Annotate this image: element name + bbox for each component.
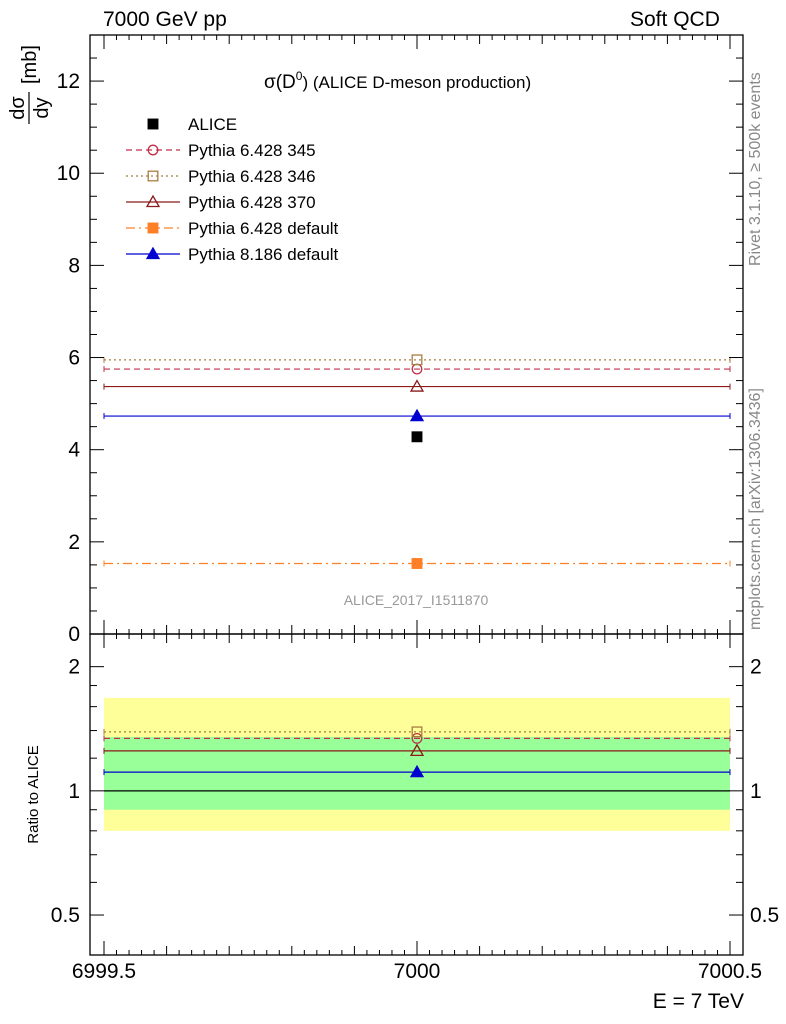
main-y-tick-label-2: 4 <box>68 439 80 462</box>
x-axis-label: E = 7 TeV <box>653 990 744 1013</box>
legend-marker-pythia-6-428-345 <box>147 144 159 156</box>
legend-label-pythia-6-428-default: Pythia 6.428 default <box>188 219 339 238</box>
main-y-tick-label-0: 0 <box>68 623 80 646</box>
ratio-y-tick-label-right-0: 0.5 <box>750 904 779 927</box>
ratio-point-pythia-8-186-default <box>409 764 425 778</box>
main-y-axis-label: dσ dy [mb] <box>7 45 53 124</box>
legend-label-pythia-6-428-370: Pythia 6.428 370 <box>188 193 316 212</box>
main-y-tick-label-1: 2 <box>68 531 80 554</box>
legend-label-pythia-8-186-default: Pythia 8.186 default <box>188 245 339 264</box>
legend-marker-pythia-6-428-346 <box>147 170 159 182</box>
chart-title-superscript: 0 <box>296 69 303 83</box>
main-plot-panel: 0 2 4 6 8 10 12 <box>57 34 744 646</box>
ratio-point-pythia-6-428-346 <box>411 726 423 738</box>
legend-label-pythia-6-428-345: Pythia 6.428 345 <box>188 141 316 160</box>
ratio-y-tick-label-right-2: 2 <box>750 656 762 679</box>
analysis-id-label: ALICE_2017_I1511870 <box>344 592 489 608</box>
main-point-pythia-8-186-default <box>409 408 425 422</box>
main-y-tick-label-4: 8 <box>68 254 80 277</box>
ratio-point-pythia-6-428-345 <box>411 732 423 744</box>
ratio-point-pythia-6-428-370 <box>409 743 425 757</box>
legend-marker-alice <box>147 118 159 130</box>
chart-title-rest: ) (ALICE D-meson production) <box>302 73 531 92</box>
chart-title-main: σ(D <box>264 72 296 93</box>
main-y-tick-label-6: 12 <box>57 70 80 93</box>
x-tick-label-1: 7000 <box>394 960 441 983</box>
main-point-pythia-6-428-default <box>411 558 423 569</box>
legend-marker-pythia-6-428-default <box>147 222 159 234</box>
main-point-pythia-6-428-370 <box>409 379 425 392</box>
x-tick-label-2: 7000.5 <box>698 960 762 983</box>
ratio-y-tick-label-right-1: 1 <box>750 780 762 803</box>
main-plot-background <box>90 35 743 634</box>
ratio-y-tick-label-left-0: 0.5 <box>51 904 80 927</box>
header-left-label: 7000 GeV pp <box>103 8 227 31</box>
main-y-tick-label-5: 10 <box>57 162 80 185</box>
header-right-label: Soft QCD <box>630 8 720 31</box>
legend-marker-pythia-8-186-default <box>145 246 161 260</box>
ratio-y-tick-label-left-1: 1 <box>68 780 80 803</box>
main-y-tick-label-3: 6 <box>68 347 80 370</box>
main-point-alice <box>411 431 423 443</box>
legend-label-pythia-6-428-346: Pythia 6.428 346 <box>188 167 316 186</box>
chart-title: σ(D0) (ALICE D-meson production) <box>264 69 531 93</box>
y-label-denominator: dy <box>31 97 53 118</box>
ratio-plot-frame <box>89 633 744 956</box>
chart-labels: σ(D0) (ALICE D-meson production)ALICEPyt… <box>7 45 762 1013</box>
main-point-pythia-6-428-346 <box>411 354 423 366</box>
y-label-unit: [mb] <box>19 45 41 84</box>
x-tick-label-0: 6999.5 <box>72 960 136 983</box>
y-label-numerator: dσ <box>7 96 29 120</box>
ratio-y-axis-label: Ratio to ALICE <box>25 745 42 843</box>
ratio-plot-panel: 0.5 0.5 1 1 2 2 <box>51 633 779 956</box>
legend-marker-pythia-6-428-370 <box>145 194 161 208</box>
ratio-y-tick-label-left-2: 2 <box>68 656 80 679</box>
legend-label-alice: ALICE <box>188 115 237 134</box>
